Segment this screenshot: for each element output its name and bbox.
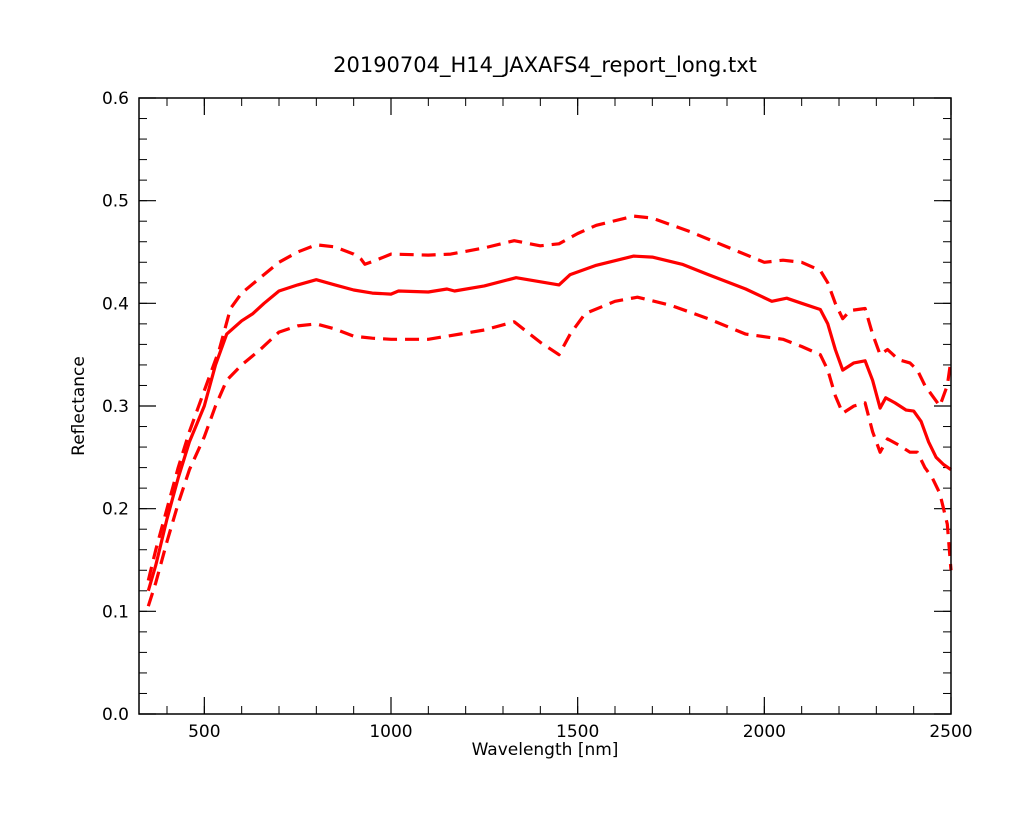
x-axis-title: Wavelength [nm] (472, 740, 619, 760)
y-tick-label: 0.1 (102, 602, 129, 622)
dashed-series-line-2 (146, 295, 953, 607)
x-tick-label: 1500 (556, 722, 599, 742)
tick-labels: 500 1000 1500 2000 2500 0.0 0.1 0.2 0.3 0.4 0.5 0.6 (102, 89, 973, 742)
solid-series-line-0 (146, 254, 952, 592)
y-tick-label: 0.3 (102, 397, 129, 417)
dashed-series-line-1 (146, 214, 953, 581)
series-group (146, 214, 953, 607)
chart-title: 20190704_H14_JAXAFS4_report_long.txt (333, 53, 757, 78)
y-axis-title: Reflectance (69, 356, 89, 456)
y-tick-label: 0.6 (102, 89, 129, 109)
y-tick-label: 0.2 (102, 500, 129, 520)
x-tick-label: 2500 (929, 722, 972, 742)
x-tick-label: 1000 (369, 722, 412, 742)
y-tick-label: 0.0 (102, 705, 129, 725)
plot-frame (138, 97, 952, 715)
x-tick-label: 2000 (743, 722, 786, 742)
y-tick-label: 0.5 (102, 192, 129, 212)
axis-ticks (139, 97, 952, 715)
y-tick-label: 0.4 (102, 294, 129, 314)
x-tick-label: 500 (188, 722, 220, 742)
